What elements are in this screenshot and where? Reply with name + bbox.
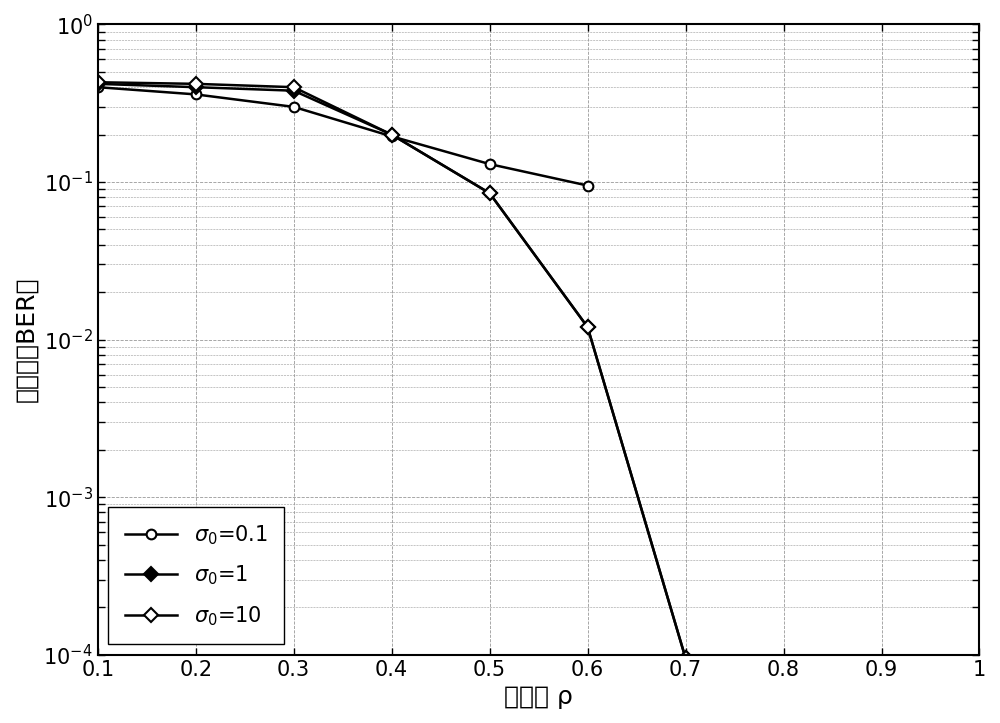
$\sigma_0$=10 — [92, 78, 104, 87]
Line: $\sigma_0$=0.1: $\sigma_0$=0.1 — [93, 82, 592, 190]
$\sigma_0$=10 — [582, 322, 594, 331]
$\sigma_0$=1 — [484, 189, 496, 197]
$\sigma_0$=10 — [288, 83, 300, 92]
$\sigma_0$=1 — [190, 83, 202, 92]
$\sigma_0$=0.1 — [190, 90, 202, 99]
Line: $\sigma_0$=10: $\sigma_0$=10 — [93, 77, 886, 723]
$\sigma_0$=1 — [386, 130, 398, 139]
$\sigma_0$=10 — [386, 130, 398, 139]
$\sigma_0$=0.1 — [484, 160, 496, 168]
Legend: $\sigma_0$=0.1, $\sigma_0$=1, $\sigma_0$=10: $\sigma_0$=0.1, $\sigma_0$=1, $\sigma_0$… — [108, 507, 284, 644]
$\sigma_0$=1 — [680, 654, 692, 662]
$\sigma_0$=0.1 — [386, 132, 398, 141]
$\sigma_0$=1 — [288, 86, 300, 95]
$\sigma_0$=10 — [190, 80, 202, 88]
Y-axis label: 误码率（BER）: 误码率（BER） — [14, 277, 38, 402]
$\sigma_0$=0.1 — [582, 181, 594, 190]
$\sigma_0$=0.1 — [288, 103, 300, 111]
X-axis label: 采样比 ρ: 采样比 ρ — [504, 685, 573, 709]
$\sigma_0$=10 — [484, 189, 496, 197]
$\sigma_0$=0.1 — [92, 83, 104, 92]
$\sigma_0$=1 — [582, 322, 594, 331]
Line: $\sigma_0$=1: $\sigma_0$=1 — [93, 79, 690, 663]
$\sigma_0$=1 — [92, 80, 104, 88]
$\sigma_0$=10 — [680, 654, 692, 662]
